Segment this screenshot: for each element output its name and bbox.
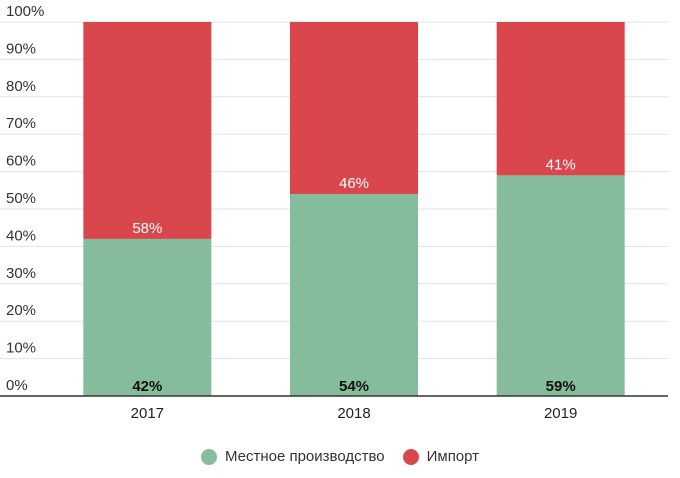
legend-label-local: Местное производство — [224, 448, 385, 465]
data-label: 42% — [132, 378, 162, 395]
y-tick-label: 20% — [6, 302, 36, 319]
y-tick-label: 40% — [6, 227, 36, 244]
y-tick-label: 100% — [6, 3, 44, 20]
data-label: 41% — [546, 156, 576, 173]
bar-segment — [83, 238, 212, 396]
legend-item-import: Импорт — [402, 448, 480, 465]
bars — [83, 22, 625, 396]
data-labels: 42% 58% 54% 46% 59% 41% — [132, 156, 575, 395]
y-tick-label: 90% — [6, 40, 36, 57]
x-axis-ticks: 2017 2018 2019 — [131, 405, 578, 422]
bar-segment — [496, 22, 625, 176]
y-tick-label: 60% — [6, 153, 36, 170]
legend-marker-local — [200, 448, 217, 465]
bar-segment — [496, 175, 625, 396]
data-label: 46% — [339, 175, 369, 192]
x-tick-label: 2017 — [131, 405, 164, 422]
y-tick-label: 10% — [6, 340, 36, 357]
bar-segment — [290, 22, 418, 195]
x-tick-label: 2018 — [337, 405, 370, 422]
data-label: 54% — [339, 378, 369, 395]
data-label: 59% — [546, 378, 576, 395]
legend: Местное производство Импорт — [0, 448, 680, 465]
bar-segment — [83, 22, 212, 239]
bar-segment — [290, 194, 418, 396]
x-tick-label: 2019 — [544, 405, 577, 422]
legend-item-local: Местное производство — [200, 448, 385, 465]
y-tick-label: 30% — [6, 265, 36, 282]
y-tick-label: 80% — [6, 78, 36, 95]
legend-marker-import — [402, 448, 419, 465]
data-label: 58% — [132, 220, 162, 237]
y-axis-ticks: 0% 10% 20% 30% 40% 50% 60% 70% 80% 90% 100% — [6, 3, 44, 394]
y-tick-label: 70% — [6, 115, 36, 132]
legend-label-import: Импорт — [426, 448, 480, 465]
y-tick-label: 0% — [6, 377, 28, 394]
stacked-bar-chart: 0% 10% 20% 30% 40% 50% 60% 70% 80% 90% 100% 42% 58%… — [0, 3, 668, 422]
y-tick-label: 50% — [6, 190, 36, 207]
